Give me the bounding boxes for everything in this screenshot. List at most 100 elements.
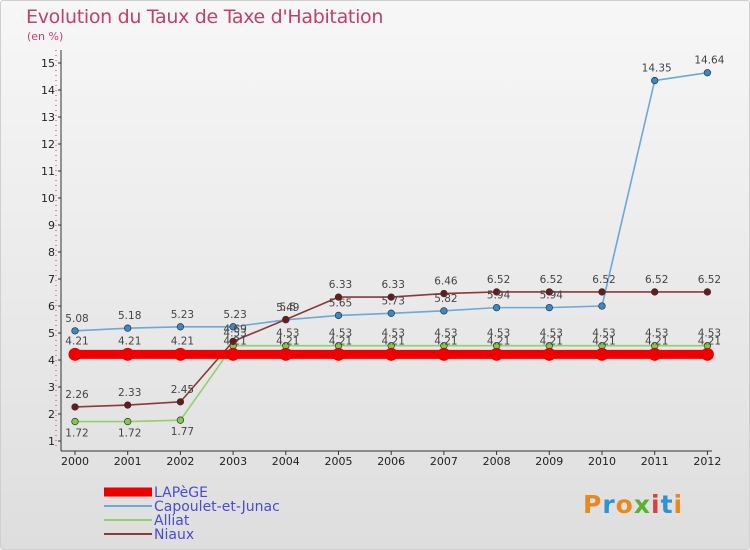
data-label: 4.21	[223, 335, 246, 347]
data-point	[173, 347, 187, 361]
data-label: 4.21	[118, 335, 141, 347]
data-point	[490, 347, 504, 361]
y-tick-label: 5	[48, 327, 55, 340]
data-point	[440, 289, 448, 298]
data-point	[598, 288, 606, 296]
data-label: 5.73	[382, 295, 405, 307]
data-label: 5.94	[540, 290, 564, 302]
data-point	[542, 347, 556, 361]
data-point	[651, 288, 659, 296]
data-label: 14.64	[694, 55, 724, 67]
data-label: 4.53	[434, 328, 457, 340]
logo-letter: P	[583, 490, 603, 519]
data-point	[176, 323, 185, 331]
data-point	[492, 288, 501, 296]
y-tick-label: 4	[48, 354, 55, 367]
data-label: 2.33	[118, 387, 141, 399]
data-label: 4.21	[592, 335, 615, 347]
data-label: 6.52	[645, 274, 668, 286]
data-point	[648, 347, 662, 361]
data-label: 4.21	[698, 335, 721, 347]
logo-letter: i	[651, 490, 661, 519]
data-label: 2.45	[171, 384, 194, 396]
data-label: 4.53	[698, 328, 721, 340]
data-point	[229, 323, 237, 331]
data-point	[71, 403, 79, 411]
data-label: 4.21	[434, 335, 457, 347]
x-tick-label: 2007	[430, 455, 458, 468]
data-point	[121, 347, 135, 361]
y-tick-label: 12	[41, 138, 55, 151]
logo-letter: x	[633, 490, 651, 519]
chart-title: Evolution du Taux de Taxe d'Habitation	[26, 6, 384, 28]
data-label: 5.5	[279, 302, 296, 314]
data-point	[124, 401, 132, 409]
y-tick-label: 3	[48, 381, 55, 394]
data-point	[492, 303, 501, 312]
data-point	[545, 303, 553, 312]
data-label: 6.52	[592, 274, 615, 286]
y-tick-label: 6	[48, 300, 55, 313]
data-label: 4.53	[540, 328, 563, 340]
data-label: 5.18	[118, 310, 141, 322]
data-point	[437, 347, 451, 361]
data-label: 4.53	[223, 328, 246, 340]
logo-letter: r	[602, 490, 616, 519]
data-point	[598, 302, 606, 310]
data-point	[703, 288, 712, 296]
x-tick-label: 2002	[166, 455, 194, 468]
data-label: 14.35	[642, 63, 672, 75]
data-label: 2.26	[65, 389, 89, 401]
data-label: 1.72	[118, 428, 141, 440]
proxiti-logo: Proxiti	[583, 490, 683, 519]
data-point	[651, 76, 659, 85]
data-point	[282, 315, 290, 324]
data-label: 4.21	[329, 335, 352, 347]
data-point	[279, 347, 293, 361]
data-point	[703, 69, 712, 77]
data-label: 6.52	[540, 274, 563, 286]
logo-letter: o	[615, 490, 634, 519]
x-tick-label: 2010	[588, 455, 616, 468]
x-tick-label: 2000	[61, 455, 89, 468]
logo-letter: t	[660, 490, 674, 519]
data-point	[334, 311, 343, 320]
data-label: 4.21	[487, 335, 510, 347]
legend-label: Niaux	[154, 527, 194, 543]
x-tick-label: 2009	[535, 455, 563, 468]
y-tick-label: 14	[41, 84, 55, 97]
data-point	[700, 347, 714, 361]
data-label: 4.21	[276, 335, 299, 347]
y-tick-label: 11	[41, 165, 55, 178]
data-point	[176, 398, 185, 406]
data-point	[176, 416, 185, 424]
data-label: 5.08	[65, 313, 88, 325]
data-point	[387, 293, 395, 301]
data-label: 1.77	[171, 426, 194, 438]
data-label: 1.72	[65, 428, 88, 440]
x-tick-label: 2003	[219, 455, 247, 468]
legend-label: Capoulet-et-Junac	[154, 499, 280, 515]
data-point	[384, 347, 398, 361]
y-tick-label: 10	[41, 192, 55, 205]
data-label: 5.23	[223, 309, 246, 321]
data-label: 5.82	[434, 293, 457, 305]
data-label: 4.21	[382, 335, 405, 347]
y-tick-label: 1	[48, 435, 55, 448]
data-point	[68, 347, 82, 361]
data-label: 6.46	[434, 276, 458, 288]
data-label: 5.94	[487, 290, 511, 302]
data-point	[595, 347, 609, 361]
y-tick-label: 7	[48, 273, 55, 286]
data-point	[334, 293, 343, 301]
data-label: 4.53	[487, 328, 510, 340]
data-label: 4.21	[65, 335, 88, 347]
data-label: 4.53	[329, 328, 352, 340]
x-tick-label: 2005	[325, 455, 353, 468]
data-label: 6.52	[698, 274, 721, 286]
legend-label: Alliat	[154, 513, 190, 529]
data-point	[124, 324, 132, 332]
data-label: 4.21	[540, 335, 563, 347]
data-point	[226, 347, 240, 361]
